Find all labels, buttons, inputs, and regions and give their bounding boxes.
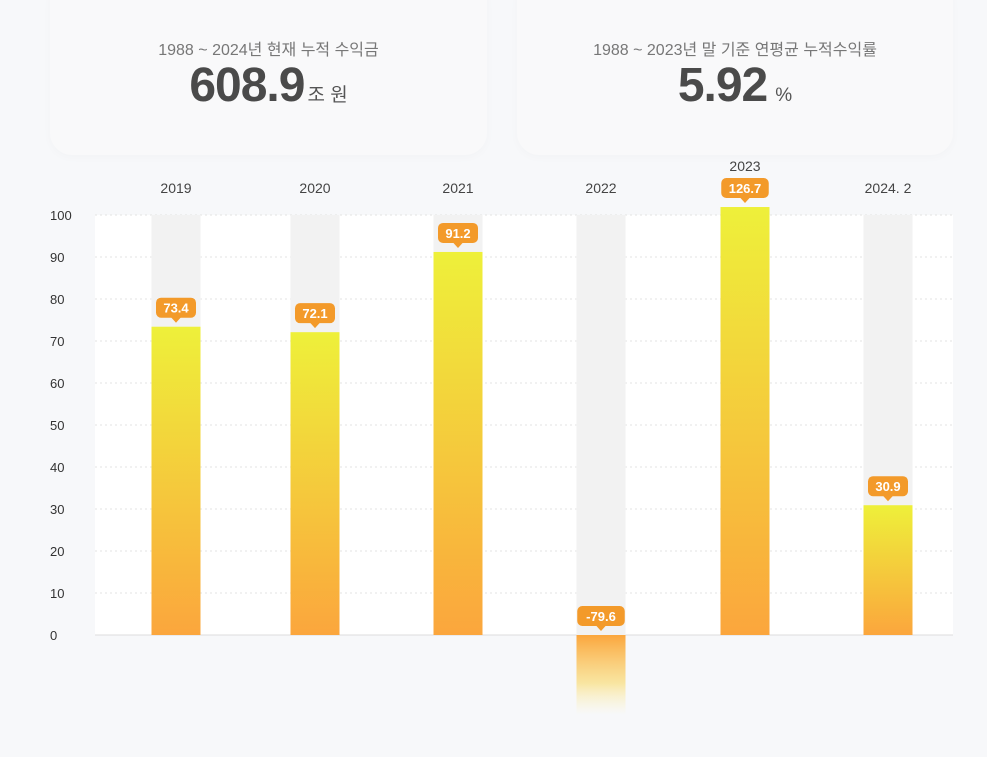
- category-label: 2020: [299, 180, 330, 196]
- cumulative-profit-card: 1988 ~ 2024년 현재 누적 수익금 608.9 조 원: [50, 0, 487, 155]
- y-tick-label: 80: [50, 292, 64, 307]
- value-tag: [721, 178, 769, 199]
- y-tick-label: 70: [50, 334, 64, 349]
- y-tick-label: 0: [50, 628, 57, 643]
- bar: [290, 332, 340, 635]
- bar-track: [576, 215, 626, 635]
- value-tag-pointer: [310, 322, 320, 329]
- category-label: 2024. 2: [865, 180, 912, 196]
- y-tick-label: 60: [50, 376, 64, 391]
- y-tick-label: 40: [50, 460, 64, 475]
- value-label: 30.9: [875, 479, 900, 494]
- value-tag-pointer: [171, 317, 181, 323]
- cumulative-profit-value: 608.9 조 원: [50, 58, 487, 113]
- category-label: 2019: [160, 180, 191, 196]
- value-label: -79.6: [586, 609, 616, 624]
- value-tag-pointer: [453, 242, 463, 248]
- value-tag: [438, 222, 478, 243]
- y-tick-label: 20: [50, 544, 64, 559]
- plot-background: [95, 215, 953, 635]
- y-tick-label: 100: [50, 208, 72, 223]
- bar: [720, 207, 770, 635]
- category-label: 2022: [585, 180, 616, 196]
- value-label: 91.2: [445, 226, 470, 241]
- annual-return-caption: 1988 ~ 2023년 말 기준 연평균 누적수익률: [593, 42, 877, 59]
- value-label: 126.7: [729, 181, 762, 196]
- annual-return-value: 5.92%: [517, 58, 953, 113]
- bar: [433, 251, 483, 635]
- value-tag-pointer: [596, 625, 606, 631]
- category-label: 2021: [442, 180, 473, 196]
- bar: [151, 326, 201, 635]
- return-unit: %: [775, 85, 793, 106]
- bar: [576, 635, 626, 715]
- profit-unit: 조 원: [307, 85, 348, 106]
- y-tick-label: 10: [50, 586, 64, 601]
- y-tick-label: 30: [50, 502, 64, 517]
- return-number: 5.92: [677, 59, 768, 112]
- y-tick-label: 90: [50, 250, 64, 265]
- value-tag-pointer: [883, 495, 893, 502]
- value-tag: [577, 606, 625, 626]
- annual-return-card: 1988 ~ 2023년 말 기준 연평균 누적수익률 5.92%: [517, 0, 953, 155]
- cumulative-profit-caption: 1988 ~ 2024년 현재 누적 수익금: [158, 42, 379, 59]
- category-label: 2023: [729, 158, 760, 174]
- profit-number: 608.9: [189, 59, 305, 112]
- value-tag: [156, 297, 196, 318]
- value-label: 73.4: [163, 301, 189, 316]
- bar: [863, 505, 913, 635]
- value-label: 72.1: [302, 306, 327, 321]
- value-tag: [868, 476, 908, 497]
- value-tag: [295, 303, 335, 324]
- y-tick-label: 50: [50, 418, 64, 433]
- value-tag-pointer: [740, 197, 750, 204]
